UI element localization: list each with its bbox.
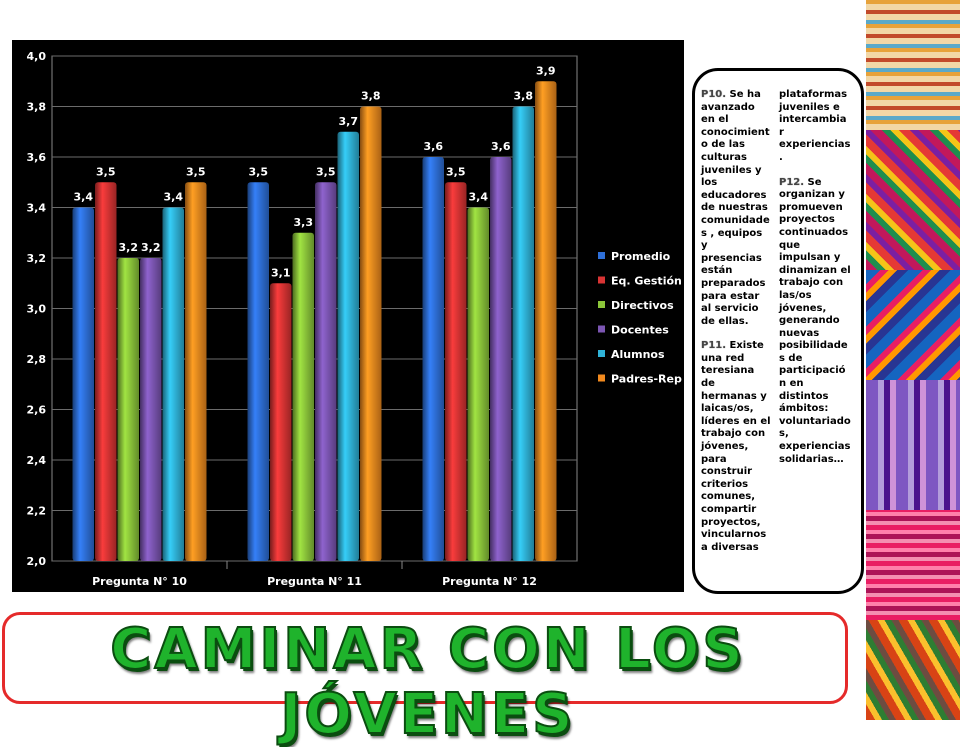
legend-swatch xyxy=(598,301,605,308)
y-tick-label: 4,0 xyxy=(27,50,47,63)
data-label: 3,9 xyxy=(536,64,556,77)
data-label: 3,6 xyxy=(491,140,511,153)
legend-label: Eq. Gestión xyxy=(611,275,682,288)
data-label: 3,5 xyxy=(316,165,336,178)
banner-title: CAMINAR CON LOS JÓVENES xyxy=(109,616,746,747)
legend-label: Alumnos xyxy=(611,348,665,361)
data-label: 3,4 xyxy=(74,191,94,204)
textile-band-purple xyxy=(866,380,960,510)
x-category-label: Pregunta N° 11 xyxy=(267,575,362,588)
y-tick-label: 2,0 xyxy=(27,555,47,568)
bar-chart: 2,0 2,2 2,4 2,6 2,8 3,0 3,2 3,4 3,6 3,8 4,0 3,4 3,5 3… xyxy=(12,40,684,592)
legend-swatch xyxy=(598,252,605,259)
data-label: 3,4 xyxy=(469,191,489,204)
legend-label: Promedio xyxy=(611,250,671,263)
bar-eq-gesti-n xyxy=(445,182,467,561)
bar-eq-gesti-n xyxy=(270,283,292,561)
textile-band-magenta xyxy=(866,510,960,620)
data-label: 3,3 xyxy=(294,216,314,229)
x-category-label: Pregunta N° 12 xyxy=(442,575,537,588)
y-tick-label: 3,2 xyxy=(27,252,47,265)
paragraph-text: Se organizan y promueven proyectos conti… xyxy=(779,176,851,465)
bar-eq-gesti-n xyxy=(95,182,117,561)
data-label: 3,2 xyxy=(141,241,161,254)
y-tick-label: 2,8 xyxy=(27,353,47,366)
paragraph-text: Se ha avanzado en el conocimiento de las… xyxy=(701,89,770,327)
legend-swatch xyxy=(598,276,605,284)
bar-promedio xyxy=(72,207,94,561)
textile-band-orange xyxy=(866,620,960,720)
text-column-left: P10. Se ha avanzado en el conocimiento d… xyxy=(701,89,771,566)
paragraph-code: P11. xyxy=(701,340,727,352)
woven-textile-strip xyxy=(866,0,960,720)
paragraph-p11-continued: plataformas juveniles e intercambiar exp… xyxy=(779,89,851,165)
textile-band-pink xyxy=(866,130,960,270)
y-tick-label: 3,6 xyxy=(27,151,47,164)
data-label: 3,1 xyxy=(271,266,291,279)
x-category-label: Pregunta N° 10 xyxy=(92,575,187,588)
paragraph-text: Existe una red teresiana de hermanas y l… xyxy=(701,340,771,553)
data-label: 3,6 xyxy=(424,140,444,153)
text-column-right: plataformas juveniles e intercambiar exp… xyxy=(779,89,851,478)
bar-alumnos xyxy=(512,106,534,561)
data-label: 3,5 xyxy=(186,165,206,178)
legend-swatch xyxy=(598,350,605,357)
data-label: 3,2 xyxy=(119,241,139,254)
legend-swatch xyxy=(598,325,605,333)
paragraph-p11: P11. Existe una red teresiana de hermana… xyxy=(701,340,771,554)
data-label: 3,5 xyxy=(96,165,116,178)
bar-padres-rep xyxy=(185,182,207,561)
bar-docentes xyxy=(140,258,162,561)
y-tick-label: 3,8 xyxy=(27,101,47,114)
y-tick-label: 3,4 xyxy=(27,202,47,215)
paragraph-p10: P10. Se ha avanzado en el conocimiento d… xyxy=(701,89,771,328)
textile-band-blue xyxy=(866,270,960,380)
bar-docentes xyxy=(490,157,512,561)
data-label: 3,5 xyxy=(446,165,466,178)
paragraph-text: plataformas juveniles e intercambiar exp… xyxy=(779,89,851,163)
bar-directivos xyxy=(117,258,139,561)
bar-promedio xyxy=(422,157,444,561)
data-label: 3,4 xyxy=(164,191,184,204)
bar-alumnos xyxy=(162,207,184,561)
y-tick-label: 3,0 xyxy=(27,303,47,316)
legend-label: Directivos xyxy=(611,299,674,312)
paragraph-p12: P12. Se organizan y promueven proyectos … xyxy=(779,177,851,467)
legend-swatch xyxy=(598,374,605,382)
title-banner: CAMINAR CON LOS JÓVENES xyxy=(2,612,848,747)
data-label: 3,7 xyxy=(339,115,359,128)
legend-label: Docentes xyxy=(611,324,669,337)
bar-alumnos xyxy=(337,131,359,561)
paragraph-code: P10. xyxy=(701,89,727,100)
data-label: 3,5 xyxy=(249,165,269,178)
textile-band-beige xyxy=(866,0,960,130)
bar-padres-rep xyxy=(360,106,382,561)
data-label: 3,8 xyxy=(514,90,534,103)
y-tick-label: 2,4 xyxy=(27,454,47,467)
legend-label: Padres-Rep xyxy=(611,373,682,386)
bar-promedio xyxy=(247,182,269,561)
bar-docentes xyxy=(315,182,337,561)
bar-directivos xyxy=(467,207,489,561)
paragraph-code: P12. xyxy=(779,176,805,188)
bar-directivos xyxy=(292,232,314,561)
y-tick-label: 2,6 xyxy=(27,404,47,417)
y-tick-label: 2,2 xyxy=(27,505,47,518)
data-label: 3,8 xyxy=(361,90,381,103)
bar-padres-rep xyxy=(535,81,557,561)
questions-text-panel: P10. Se ha avanzado en el conocimiento d… xyxy=(692,68,864,594)
chart-svg: 2,02,22,42,62,83,03,23,43,63,84,03,43,53… xyxy=(27,50,682,588)
